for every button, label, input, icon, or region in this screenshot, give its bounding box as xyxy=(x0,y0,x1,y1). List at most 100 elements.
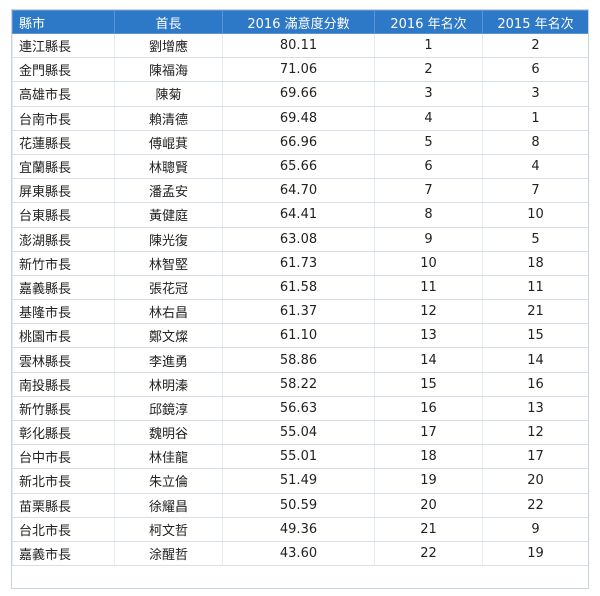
cell-leader: 傅崐萁 xyxy=(114,129,223,155)
cell-rank-2015: 7 xyxy=(482,178,589,204)
cell-score-2016: 43.60 xyxy=(222,540,375,567)
cell-score-2016: 58.86 xyxy=(222,347,375,373)
cell-rank-2015: 2 xyxy=(482,32,589,59)
cell-rank-2015: 8 xyxy=(482,129,589,155)
cell-county: 澎湖縣長 xyxy=(12,226,115,252)
cell-rank-2016: 8 xyxy=(374,202,483,228)
cell-county: 宜蘭縣長 xyxy=(12,153,115,180)
cell-rank-2015: 19 xyxy=(482,540,589,567)
cell-score-2016: 71.06 xyxy=(222,57,375,83)
cell-leader: 潘孟安 xyxy=(114,178,223,204)
cell-score-2016: 64.41 xyxy=(222,202,375,228)
cell-score-2016: 61.58 xyxy=(222,274,375,301)
cell-rank-2016: 2 xyxy=(374,57,483,83)
cell-score-2016: 69.48 xyxy=(222,105,375,131)
cell-leader: 涂醒哲 xyxy=(114,540,223,567)
cell-rank-2016: 9 xyxy=(374,226,483,252)
table-row: 花蓮縣長 傅崐萁 66.96 5 8 xyxy=(12,129,589,155)
cell-rank-2016: 3 xyxy=(374,81,483,107)
cell-rank-2016: 1 xyxy=(374,32,483,59)
table-row: 金門縣長 陳福海 71.06 2 6 xyxy=(12,57,589,83)
table-row: 新北市長 朱立倫 51.49 19 20 xyxy=(12,468,589,494)
table-row: 台中市長 林佳龍 55.01 18 17 xyxy=(12,444,589,470)
cell-leader: 徐耀昌 xyxy=(114,492,223,518)
cell-leader: 林智堅 xyxy=(114,250,223,276)
cell-rank-2015: 5 xyxy=(482,226,589,252)
table-body: 連江縣長 劉增應 80.11 1 2 金門縣長 陳福海 71.06 2 6 高雄市長 陳菊 69.66 3… xyxy=(12,32,589,567)
cell-county: 花蓮縣長 xyxy=(12,129,115,155)
cell-score-2016: 56.63 xyxy=(222,395,375,422)
cell-county: 高雄市長 xyxy=(12,81,115,107)
cell-score-2016: 61.37 xyxy=(222,299,375,325)
cell-rank-2015: 15 xyxy=(482,323,589,349)
cell-rank-2015: 16 xyxy=(482,371,589,397)
cell-rank-2016: 20 xyxy=(374,492,483,518)
cell-leader: 李進勇 xyxy=(114,347,223,373)
cell-county: 連江縣長 xyxy=(12,32,115,59)
table-row: 南投縣長 林明溱 58.22 15 16 xyxy=(12,371,589,397)
cell-leader: 陳菊 xyxy=(114,81,223,107)
table-row: 嘉義縣長 張花冠 61.58 11 11 xyxy=(12,274,589,301)
cell-rank-2016: 11 xyxy=(374,274,483,301)
cell-leader: 林聰賢 xyxy=(114,153,223,180)
cell-leader: 林佳龍 xyxy=(114,444,223,470)
cell-leader: 劉增應 xyxy=(114,32,223,59)
table-header: 縣市 首長 2016 滿意度分數 2016 年名次 2015 年名次 xyxy=(12,10,589,34)
cell-rank-2015: 12 xyxy=(482,419,589,446)
header-county: 縣市 xyxy=(12,10,115,34)
table-row: 新竹縣長 邱鏡淳 56.63 16 13 xyxy=(12,395,589,422)
table-row: 連江縣長 劉增應 80.11 1 2 xyxy=(12,32,589,59)
cell-rank-2015: 10 xyxy=(482,202,589,228)
cell-rank-2016: 5 xyxy=(374,129,483,155)
cell-leader: 張花冠 xyxy=(114,274,223,301)
cell-score-2016: 66.96 xyxy=(222,129,375,155)
cell-county: 南投縣長 xyxy=(12,371,115,397)
header-rank-2015: 2015 年名次 xyxy=(482,10,589,34)
table-row: 澎湖縣長 陳光復 63.08 9 5 xyxy=(12,226,589,252)
cell-rank-2016: 14 xyxy=(374,347,483,373)
table-row: 台東縣長 黃健庭 64.41 8 10 xyxy=(12,202,589,228)
cell-score-2016: 64.70 xyxy=(222,178,375,204)
cell-rank-2015: 21 xyxy=(482,299,589,325)
cell-rank-2016: 13 xyxy=(374,323,483,349)
cell-score-2016: 58.22 xyxy=(222,371,375,397)
cell-rank-2015: 1 xyxy=(482,105,589,131)
cell-rank-2015: 11 xyxy=(482,274,589,301)
cell-rank-2015: 18 xyxy=(482,250,589,276)
cell-rank-2015: 14 xyxy=(482,347,589,373)
cell-county: 新竹縣長 xyxy=(12,395,115,422)
cell-leader: 邱鏡淳 xyxy=(114,395,223,422)
cell-county: 桃園市長 xyxy=(12,323,115,349)
table-row: 桃園市長 鄭文燦 61.10 13 15 xyxy=(12,323,589,349)
cell-rank-2015: 9 xyxy=(482,516,589,542)
ranking-table-container: 縣市 首長 2016 滿意度分數 2016 年名次 2015 年名次 連江縣長劉… xyxy=(12,10,589,567)
table-row: 雲林縣長 李進勇 58.86 14 14 xyxy=(12,347,589,373)
cell-rank-2015: 22 xyxy=(482,492,589,518)
cell-rank-2015: 4 xyxy=(482,153,589,180)
table-row: 台北市長 柯文哲 49.36 21 9 xyxy=(12,516,589,542)
cell-score-2016: 69.66 xyxy=(222,81,375,107)
cell-county: 台中市長 xyxy=(12,444,115,470)
cell-score-2016: 55.01 xyxy=(222,444,375,470)
table-row: 宜蘭縣長 林聰賢 65.66 6 4 xyxy=(12,153,589,180)
cell-rank-2015: 6 xyxy=(482,57,589,83)
table-row: 新竹市長 林智堅 61.73 10 18 xyxy=(12,250,589,276)
cell-county: 雲林縣長 xyxy=(12,347,115,373)
cell-rank-2015: 13 xyxy=(482,395,589,422)
cell-county: 屏東縣長 xyxy=(12,178,115,204)
table-row: 屏東縣長 潘孟安 64.70 7 7 xyxy=(12,178,589,204)
satisfaction-ranking-table: 縣市 首長 2016 滿意度分數 2016 年名次 2015 年名次 連江縣長劉… xyxy=(12,10,589,567)
cell-score-2016: 49.36 xyxy=(222,516,375,542)
cell-rank-2016: 4 xyxy=(374,105,483,131)
cell-county: 彰化縣長 xyxy=(12,419,115,446)
cell-county: 台北市長 xyxy=(12,516,115,542)
cell-rank-2016: 10 xyxy=(374,250,483,276)
cell-score-2016: 61.73 xyxy=(222,250,375,276)
table-row: 苗栗縣長 徐耀昌 50.59 20 22 xyxy=(12,492,589,518)
cell-leader: 魏明谷 xyxy=(114,419,223,446)
cell-county: 新北市長 xyxy=(12,468,115,494)
table-row: 嘉義市長 涂醒哲 43.60 22 19 xyxy=(12,540,589,567)
cell-rank-2016: 21 xyxy=(374,516,483,542)
cell-rank-2016: 6 xyxy=(374,153,483,180)
cell-leader: 陳福海 xyxy=(114,57,223,83)
